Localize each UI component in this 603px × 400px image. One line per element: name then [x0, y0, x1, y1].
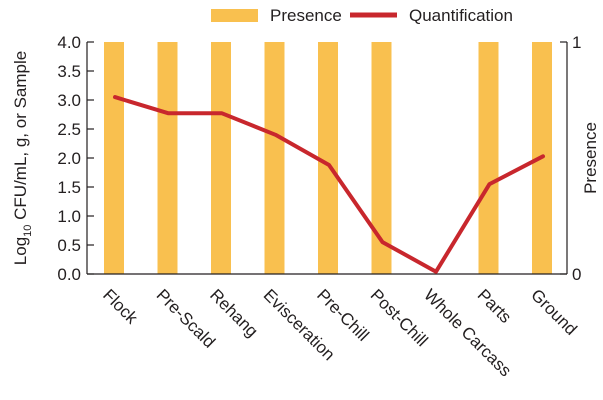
presence-bar: [371, 42, 392, 274]
presence-bar: [478, 42, 499, 274]
x-tick-label: Flock: [99, 285, 142, 328]
right-axis-title: Presence: [581, 122, 600, 194]
left-tick-label: 2.5: [57, 120, 81, 139]
left-tick-label: 1.0: [57, 207, 81, 226]
quantification-series: [113, 95, 545, 274]
presence-bar: [157, 42, 178, 274]
quantification-line: [113, 95, 545, 274]
left-tick-label: 0.5: [57, 236, 81, 255]
x-tick-label: Ground: [527, 285, 581, 339]
legend: Presence Quantification: [211, 6, 513, 25]
left-axis-title-subscript: 10: [22, 225, 34, 237]
presence-bar: [318, 42, 338, 274]
legend-label-quantification: Quantification: [409, 6, 513, 25]
x-axis-labels: Flock Pre-ScaldRehangEviscerationPre-Chil…: [99, 285, 581, 380]
presence-bar: [264, 42, 285, 274]
left-tick-label: 3.5: [57, 62, 81, 81]
legend-swatch-presence: [211, 9, 258, 22]
presence-bars: [104, 42, 552, 274]
right-tick-label: 0: [572, 265, 581, 284]
legend-label-presence: Presence: [270, 6, 342, 25]
left-axis-title-main: Log: [11, 237, 30, 265]
presence-bar: [104, 42, 124, 274]
left-axis-ticks: 0.0 0.5 1.0 1.5 2.0 2.5 3.0 3.5 4.0: [57, 33, 94, 284]
left-tick-label: 0.0: [57, 265, 81, 284]
left-axis-title: Log10 CFU/mL, g, or Sample: [11, 51, 34, 265]
left-tick-label: 4.0: [57, 33, 81, 52]
left-axis-title-rest: CFU/mL, g, or Sample: [11, 51, 30, 225]
x-tick-label: Parts: [474, 285, 515, 326]
left-tick-label: 3.0: [57, 91, 81, 110]
right-axis-ticks: 01: [560, 33, 581, 284]
right-tick-label: 1: [572, 33, 581, 52]
left-tick-label: 1.5: [57, 178, 81, 197]
x-tick-label: Post-Chill: [367, 285, 432, 350]
left-tick-label: 2.0: [57, 149, 81, 168]
presence-bar: [211, 42, 231, 274]
